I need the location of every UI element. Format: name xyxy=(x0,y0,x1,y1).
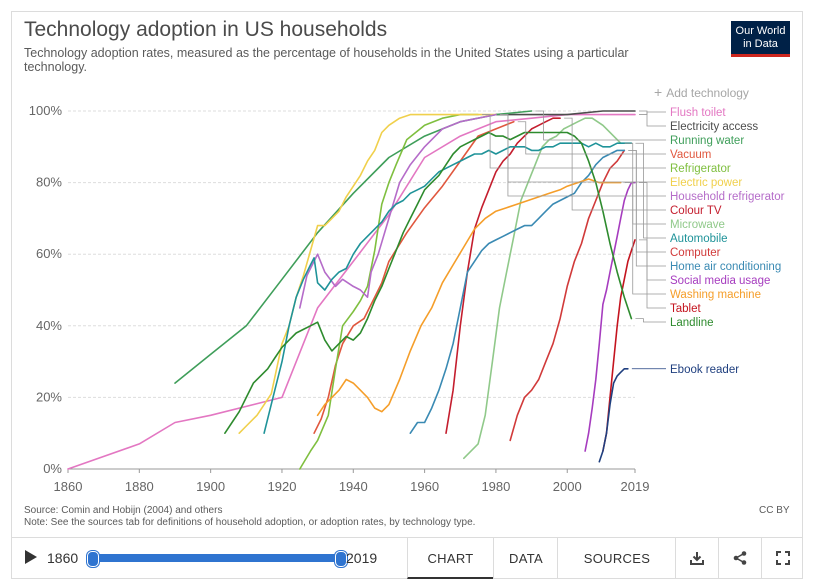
legend-connector xyxy=(639,111,666,115)
timeline-end-handle[interactable] xyxy=(335,551,347,567)
note-text: Note: See the sources tab for definition… xyxy=(24,517,476,528)
legend-label[interactable]: Household refrigerator xyxy=(670,191,785,203)
y-tick-label: 40% xyxy=(36,318,62,333)
legend-connector xyxy=(517,121,666,155)
x-tick-label: 1940 xyxy=(339,479,368,494)
x-tick-label: 2000 xyxy=(553,479,582,494)
legend-connector xyxy=(482,114,666,169)
series-line-home-air-conditioning[interactable] xyxy=(409,149,626,434)
series-line-landline[interactable] xyxy=(224,131,633,434)
series-line-social-media-usage[interactable] xyxy=(584,181,636,452)
series-line-vacuum[interactable] xyxy=(313,120,515,434)
tab-data[interactable]: DATA xyxy=(493,538,558,579)
y-tick-label: 60% xyxy=(36,246,62,261)
fullscreen-button[interactable] xyxy=(761,538,805,579)
tab-chart[interactable]: CHART xyxy=(407,538,493,579)
legend-connector xyxy=(624,182,666,295)
legend-connector xyxy=(499,114,666,197)
x-tick-label: 1880 xyxy=(125,479,154,494)
add-technology-button[interactable]: + Add technology xyxy=(654,84,749,100)
series-line-electricity-access[interactable] xyxy=(495,110,636,116)
license-link[interactable]: CC BY xyxy=(759,505,790,516)
legend-label[interactable]: Electric power xyxy=(670,177,742,189)
x-tick-label: 1860 xyxy=(54,479,83,494)
chart-toolbar: 1860 2019 CHART DATA SOURCES xyxy=(11,537,803,579)
source-note: Source: Comin and Hobijn (2004) and othe… xyxy=(24,505,475,529)
y-tick-label: 0% xyxy=(43,461,62,476)
legend: Flush toilet Electricity access Running wa… xyxy=(482,107,785,376)
share-icon xyxy=(733,551,747,565)
download-button[interactable] xyxy=(675,538,719,579)
legend-label[interactable]: Computer xyxy=(670,247,721,259)
legend-label[interactable]: Social media usage xyxy=(670,275,770,287)
owid-logo[interactable]: Our World in Data xyxy=(731,21,790,57)
x-tick-label: 1900 xyxy=(196,479,225,494)
y-tick-label: 80% xyxy=(36,175,62,190)
series-line-running-water[interactable] xyxy=(174,110,533,384)
series-line-colour-tv[interactable] xyxy=(445,117,561,434)
download-icon xyxy=(690,552,704,565)
legend-connector xyxy=(639,182,666,281)
chart-card xyxy=(11,11,803,579)
legend-label[interactable]: Microwave xyxy=(670,219,725,231)
legend-connector xyxy=(635,318,666,323)
legend-connector xyxy=(639,110,666,127)
legend-label[interactable]: Refrigerator xyxy=(670,163,731,175)
series-lines xyxy=(67,110,636,470)
timeline-end-year: 2019 xyxy=(346,550,378,566)
series-line-computer[interactable] xyxy=(509,149,626,442)
legend-label[interactable]: Washing machine xyxy=(670,289,761,301)
timeline-start-handle[interactable] xyxy=(87,551,99,567)
series-line-ebook-reader[interactable] xyxy=(598,368,629,463)
series-line-microwave[interactable] xyxy=(463,117,622,460)
x-tick-label: 2019 xyxy=(621,479,650,494)
legend-label[interactable]: Ebook reader xyxy=(670,364,739,376)
y-tick-label: 20% xyxy=(36,389,62,404)
legend-label[interactable]: Vacuum xyxy=(670,149,711,161)
legend-connector xyxy=(535,110,666,141)
logo-line-1: Our World xyxy=(735,25,786,37)
share-button[interactable] xyxy=(718,538,762,579)
legend-connector xyxy=(628,149,666,267)
legend-connector xyxy=(639,239,666,309)
legend-connector xyxy=(564,117,666,211)
legend-label[interactable]: Running water xyxy=(670,135,744,147)
x-tick-label: 1960 xyxy=(410,479,439,494)
logo-line-2: in Data xyxy=(743,38,778,50)
source-text: Source: Comin and Hobijn (2004) and othe… xyxy=(24,505,223,516)
series-line-automobile[interactable] xyxy=(263,142,633,434)
legend-label[interactable]: Electricity access xyxy=(670,121,758,133)
legend-label[interactable]: Landline xyxy=(670,317,713,329)
axes: 0% 20% 40% 60% 80% 100% 1860 1880 1900 1920 1940 19… xyxy=(29,103,650,494)
legend-connector xyxy=(635,142,666,239)
legend-label[interactable]: Automobile xyxy=(670,233,728,245)
chart-title: Technology adoption in US households xyxy=(24,18,388,41)
x-tick-label: 1980 xyxy=(481,479,510,494)
legend-label[interactable]: Colour TV xyxy=(670,205,722,217)
chart-subtitle: Technology adoption rates, measured as t… xyxy=(24,46,629,74)
x-tick-label: 1920 xyxy=(268,479,297,494)
series-line-flush-toilet[interactable] xyxy=(67,113,636,470)
add-technology-label: Add technology xyxy=(666,86,749,100)
legend-label[interactable]: Tablet xyxy=(670,303,701,315)
grid xyxy=(68,110,635,470)
series-line-washing-machine[interactable] xyxy=(316,178,622,417)
timeline-start-year: 1860 xyxy=(47,550,79,566)
line-chart: 0% 20% 40% 60% 80% 100% 1860 1880 1900 1920 1940 19… xyxy=(29,103,785,494)
legend-label[interactable]: Flush toilet xyxy=(670,107,726,119)
tab-sources[interactable]: SOURCES xyxy=(557,538,676,579)
plus-icon: + xyxy=(654,84,663,100)
series-line-electric-power[interactable] xyxy=(238,113,497,434)
series-line-refrigerator[interactable] xyxy=(299,113,479,470)
play-icon[interactable] xyxy=(25,550,37,564)
fullscreen-icon xyxy=(776,551,790,565)
series-line-household-refrigerator[interactable] xyxy=(299,113,497,309)
y-tick-label: 100% xyxy=(29,103,63,118)
timeline-slider[interactable] xyxy=(87,551,347,567)
legend-label[interactable]: Home air conditioning xyxy=(670,261,781,273)
